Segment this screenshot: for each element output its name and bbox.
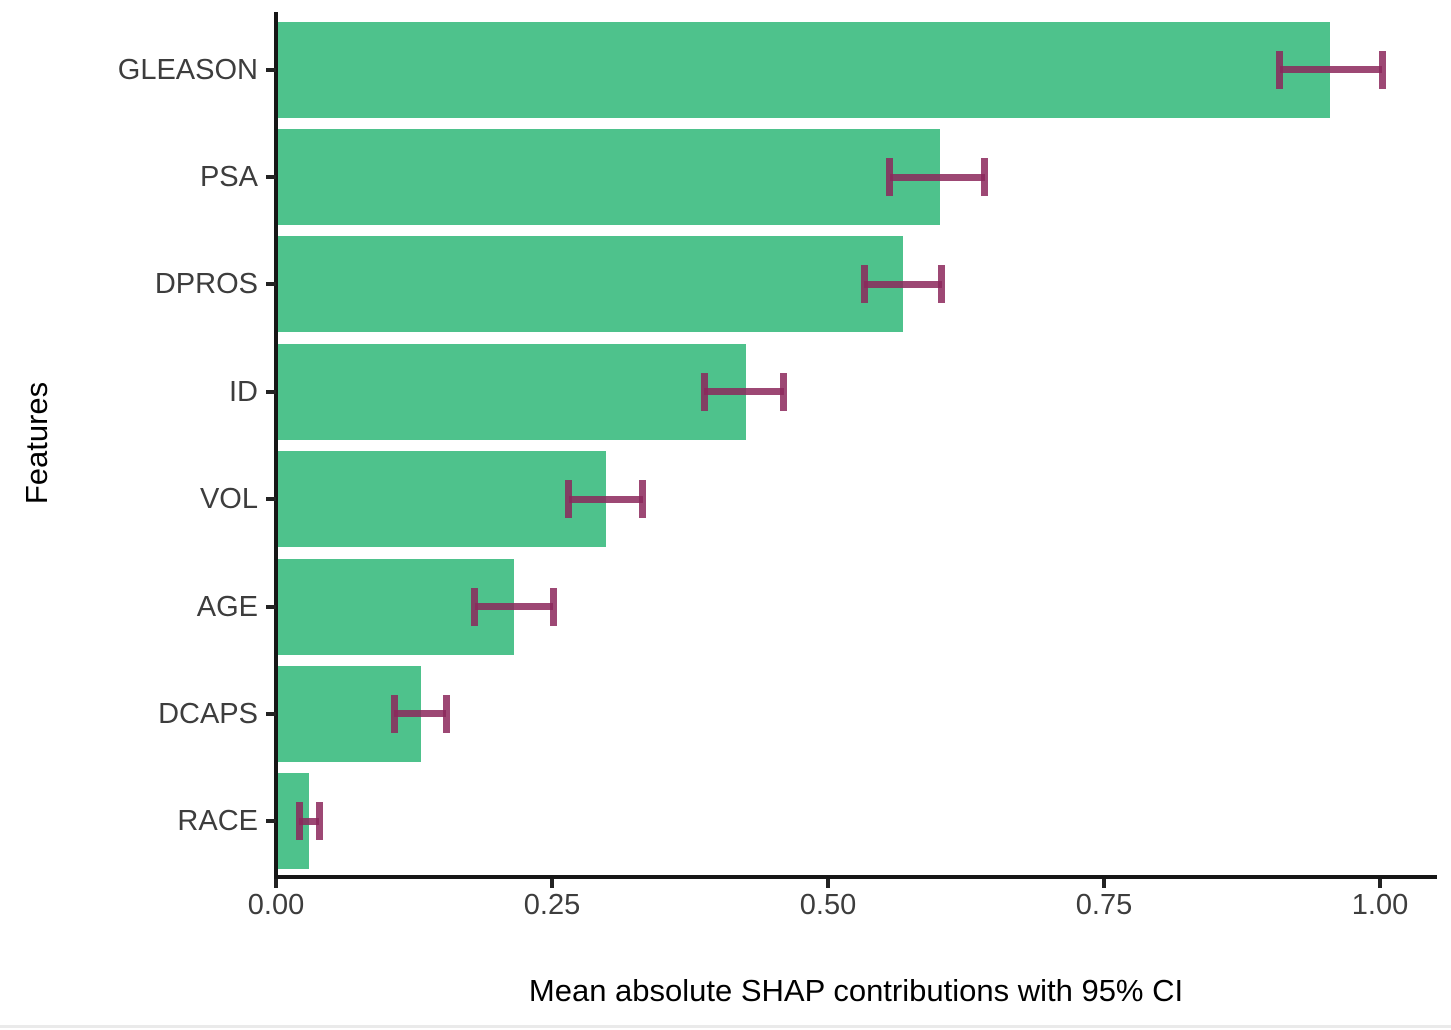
y-tick-mark	[266, 175, 276, 180]
error-bar-cap	[315, 802, 323, 841]
y-axis-line	[274, 12, 278, 879]
y-tick-label: AGE	[196, 590, 258, 623]
error-bar-cap	[938, 265, 946, 304]
error-bar-cap	[639, 480, 647, 519]
x-tick-label: 0.00	[247, 889, 305, 921]
y-tick-label: ID	[229, 375, 258, 408]
error-bar-cap	[390, 694, 398, 733]
y-tick-label: GLEASON	[117, 53, 258, 86]
y-tick-mark	[266, 389, 276, 394]
bar	[276, 451, 607, 548]
x-tick-mark	[1378, 879, 1382, 888]
x-tick-mark	[550, 879, 554, 888]
error-bar-line	[864, 280, 942, 288]
x-tick-mark	[274, 879, 278, 888]
y-tick-label: VOL	[199, 483, 258, 516]
x-tick-mark	[1102, 879, 1106, 888]
y-tick-label: RACE	[177, 805, 258, 838]
error-bar-line	[299, 817, 320, 825]
y-tick-mark	[266, 67, 276, 72]
y-tick-label: PSA	[199, 161, 258, 194]
y-tick-mark	[266, 604, 276, 609]
y-tick-mark	[266, 711, 276, 716]
bar	[276, 343, 747, 440]
error-bar-cap	[1276, 50, 1284, 89]
error-bar-cap	[565, 480, 573, 519]
x-axis-line	[274, 875, 1437, 879]
error-bar-cap	[981, 158, 989, 197]
bar	[276, 129, 940, 226]
error-bar-cap	[471, 587, 479, 626]
error-bar-line	[1279, 66, 1383, 74]
bar	[276, 21, 1331, 118]
y-tick-mark	[266, 819, 276, 824]
x-tick-label: 0.25	[523, 889, 581, 921]
window-bottom-divider	[0, 1025, 1451, 1028]
error-bar-line	[394, 710, 446, 718]
error-bar-cap	[860, 265, 868, 304]
y-tick-mark	[266, 282, 276, 287]
error-bar-line	[474, 603, 554, 611]
error-bar-cap	[1378, 50, 1386, 89]
error-bar-cap	[780, 372, 788, 411]
x-tick-label: 0.75	[1075, 889, 1133, 921]
y-tick-label: DCAPS	[158, 697, 258, 730]
y-tick-mark	[266, 497, 276, 502]
bar	[276, 236, 904, 333]
y-tick-label: DPROS	[154, 268, 258, 301]
error-bar-cap	[549, 587, 557, 626]
error-bar-cap	[886, 158, 894, 197]
error-bar-line	[568, 495, 643, 503]
error-bar-cap	[442, 694, 450, 733]
x-axis-title: Mean absolute SHAP contributions with 95…	[528, 973, 1184, 1008]
x-tick-label: 0.50	[799, 889, 857, 921]
error-bar-line	[704, 388, 784, 396]
x-tick-mark	[826, 879, 830, 888]
error-bar-cap	[700, 372, 708, 411]
x-tick-label: 1.00	[1351, 889, 1409, 921]
error-bar-cap	[295, 802, 303, 841]
error-bar-line	[889, 173, 985, 181]
